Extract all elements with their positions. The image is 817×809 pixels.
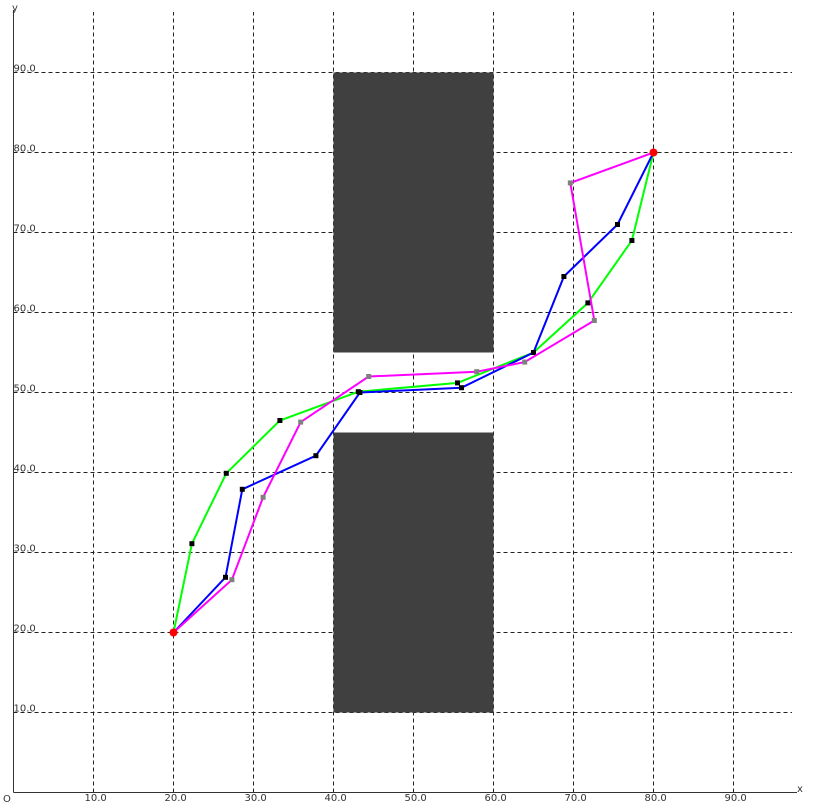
waypoint-marker: [591, 318, 597, 323]
waypoint-marker: [229, 577, 235, 583]
y-tick-label: 70.0: [14, 224, 36, 235]
axes: x y O: [3, 3, 803, 805]
waypoint-marker: [239, 486, 245, 492]
waypoint-marker: [585, 300, 591, 306]
waypoint-marker: [474, 369, 480, 375]
series-line: [172, 151, 654, 634]
waypoint-marker: [629, 238, 635, 243]
y-tick-label: 20.0: [14, 624, 36, 635]
waypoint-marker: [531, 350, 536, 355]
waypoint-marker: [260, 494, 266, 500]
x-tick-label: 40.0: [325, 793, 347, 804]
obstacle-rect: [333, 72, 494, 353]
series-path-2: [172, 152, 655, 634]
x-axis-label: x: [797, 784, 803, 795]
waypoint-marker: [459, 385, 464, 391]
series-group: [172, 151, 655, 634]
grid-lines: [13, 12, 792, 793]
x-tick-label: 80.0: [645, 793, 667, 804]
y-tick-label: 90.0: [14, 64, 36, 75]
waypoint-marker: [615, 222, 620, 227]
waypoint-marker: [277, 418, 283, 423]
series-line: [172, 152, 655, 633]
y-tick-label: 50.0: [14, 384, 36, 395]
obstacle-rect: [333, 432, 494, 713]
waypoint-marker: [223, 470, 229, 476]
tick-labels: 10.0 20.0 30.0 40.0 50.0 60.0 70.0 80.0 90.0 10.0…: [14, 64, 747, 805]
waypoint-marker: [313, 453, 319, 459]
y-tick-label: 40.0: [14, 464, 36, 475]
x-tick-label: 50.0: [405, 793, 427, 804]
obstacles: [333, 72, 494, 713]
y-tick-label: 60.0: [14, 304, 36, 315]
waypoint-marker: [522, 359, 528, 365]
series-path-3: [172, 151, 654, 634]
endpoints: [169, 148, 658, 637]
y-tick-label: 30.0: [14, 544, 36, 555]
waypoint-marker: [189, 541, 195, 547]
x-tick-label: 30.0: [245, 793, 267, 804]
x-tick-label: 60.0: [485, 793, 507, 804]
waypoint-marker: [455, 380, 460, 386]
x-tick-label: 90.0: [725, 793, 747, 804]
waypoint-marker: [298, 419, 304, 425]
y-tick-label: 80.0: [14, 144, 36, 155]
y-axis-label: y: [12, 3, 18, 14]
waypoint-marker: [567, 180, 573, 186]
origin-label: O: [3, 794, 11, 805]
goal-point: [649, 148, 658, 157]
y-tick-label: 10.0: [14, 704, 36, 715]
waypoint-marker: [366, 374, 372, 379]
x-tick-label: 10.0: [85, 793, 107, 804]
waypoint-marker: [357, 390, 363, 395]
series-line: [172, 152, 655, 634]
x-tick-label: 70.0: [565, 793, 587, 804]
start-point: [169, 628, 178, 637]
waypoint-marker: [561, 274, 567, 279]
waypoint-marker: [223, 574, 228, 580]
x-tick-label: 20.0: [165, 793, 187, 804]
